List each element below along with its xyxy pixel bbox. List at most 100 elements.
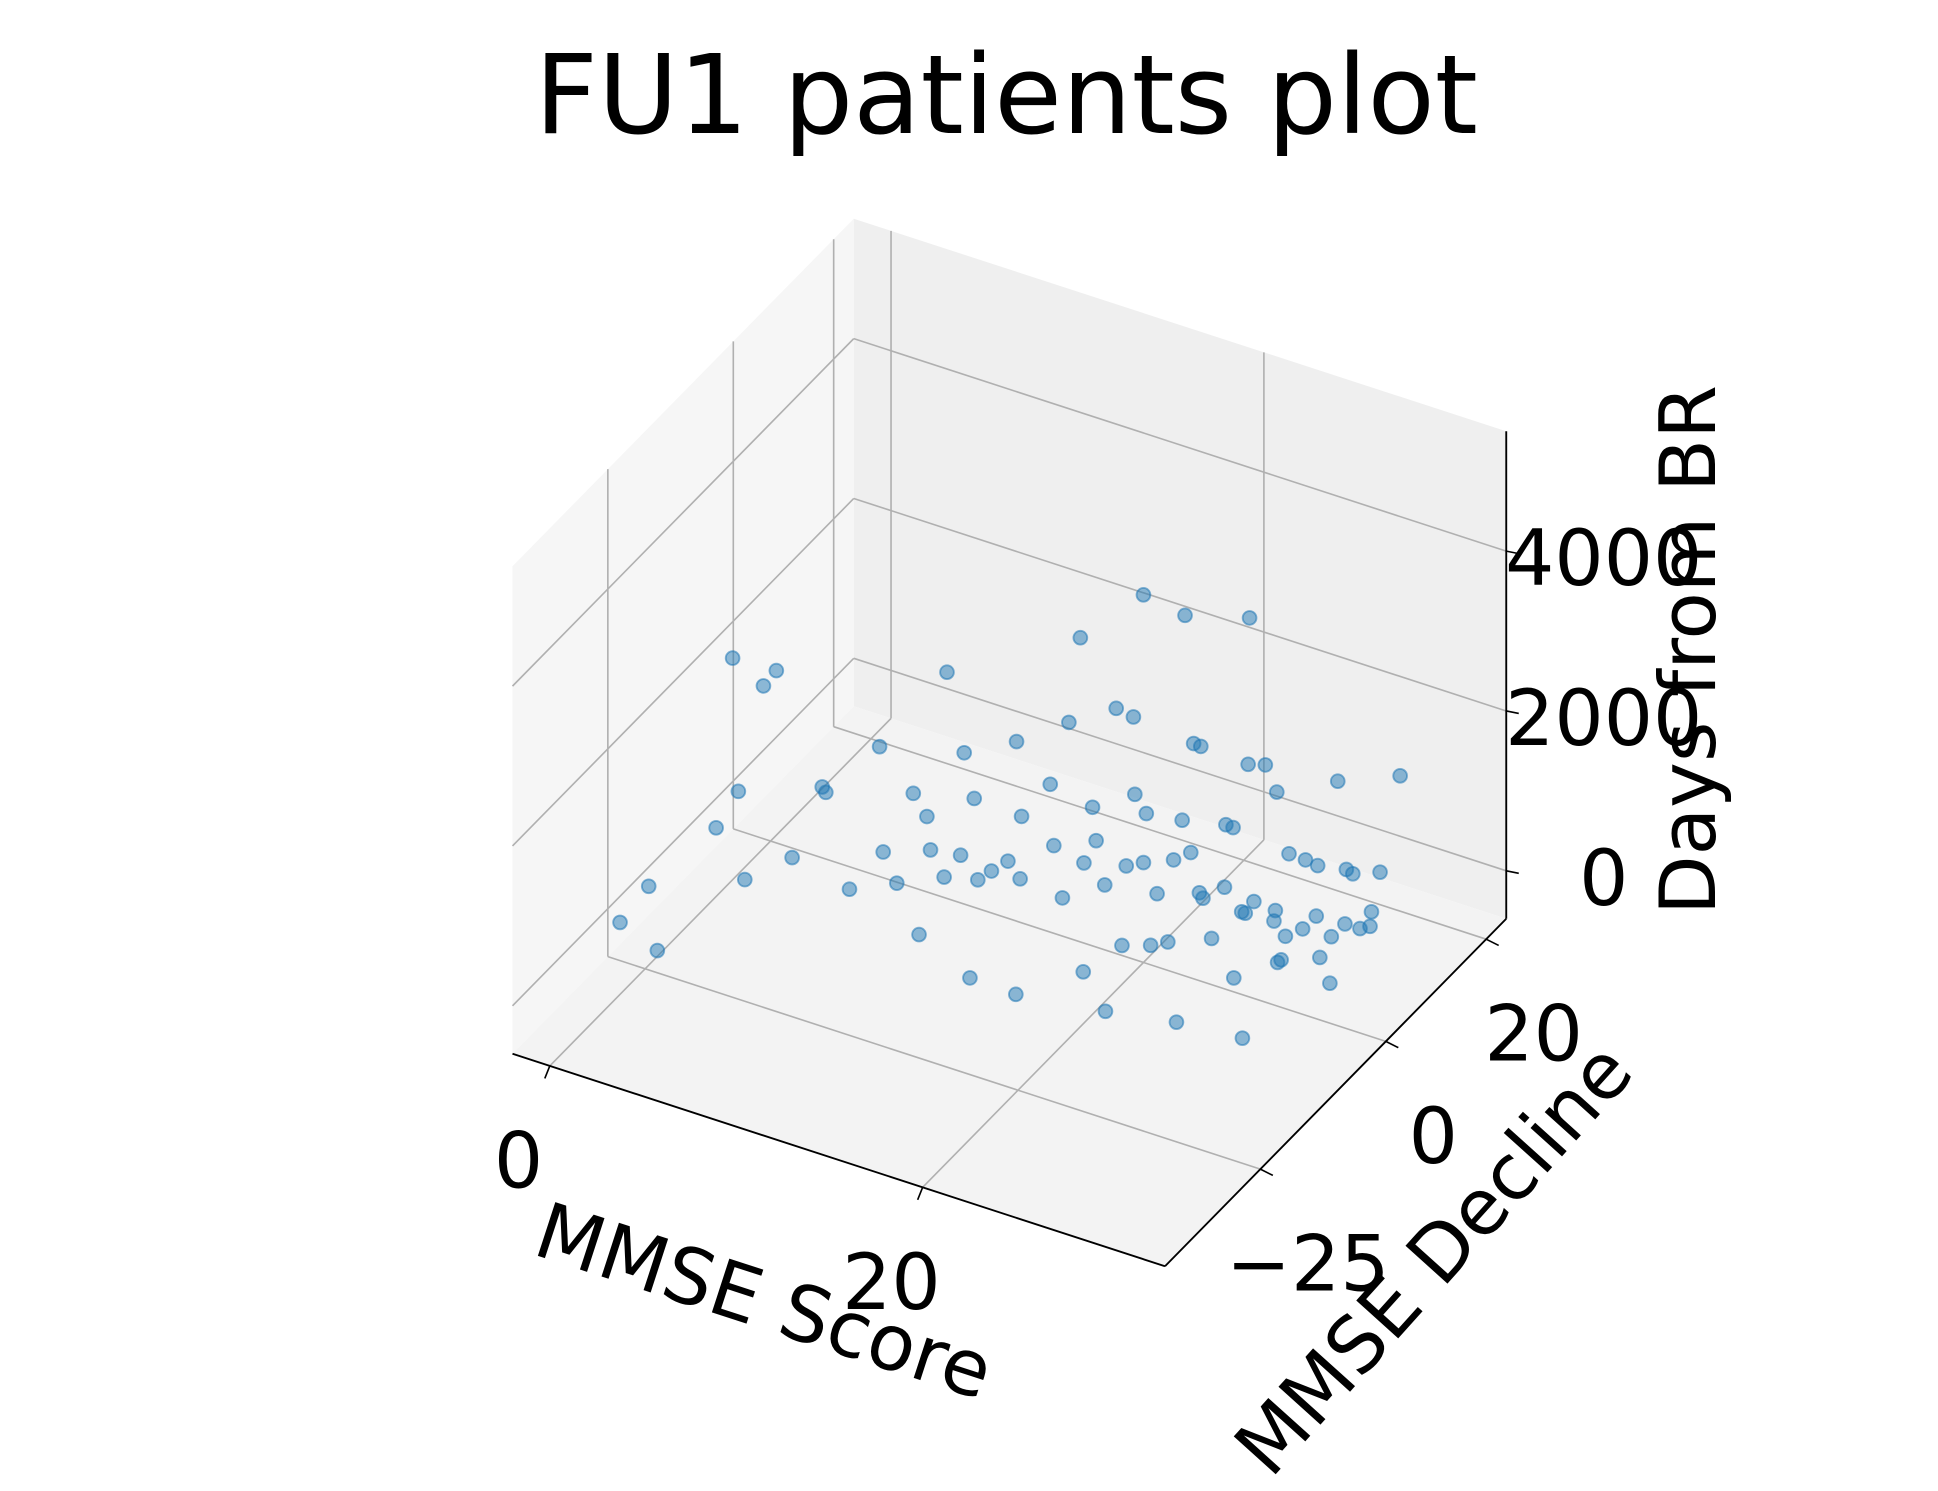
point	[966, 790, 983, 807]
point	[1372, 864, 1388, 880]
point	[1297, 852, 1314, 868]
chart-title: FU1 patients plot	[535, 31, 1478, 159]
point	[1308, 908, 1325, 924]
point	[1182, 844, 1199, 861]
point	[939, 664, 955, 681]
point	[649, 942, 666, 959]
point	[1322, 975, 1338, 992]
point	[1165, 852, 1182, 868]
axis-line	[512, 1052, 1166, 1268]
grid-line	[853, 337, 1507, 552]
point	[1241, 610, 1258, 626]
point	[1061, 714, 1077, 731]
point	[708, 820, 724, 836]
axis-line	[1164, 918, 1507, 1267]
point	[1149, 885, 1165, 902]
point	[1042, 776, 1059, 793]
point	[1127, 786, 1143, 803]
grid-line	[853, 497, 1507, 712]
point	[1046, 837, 1062, 854]
x-tick-label: 0	[494, 1116, 543, 1206]
point	[1054, 890, 1071, 906]
point	[875, 844, 891, 860]
point	[1160, 934, 1176, 950]
point	[1233, 903, 1250, 920]
point	[1362, 918, 1378, 935]
point	[1277, 928, 1294, 945]
tick-mark	[1506, 870, 1519, 875]
grid-line	[853, 657, 1507, 872]
point	[1012, 871, 1028, 887]
z-axis-label: Days from BR	[1644, 385, 1734, 915]
grid-line	[607, 955, 1261, 1170]
point	[936, 869, 952, 885]
point	[1329, 773, 1346, 790]
point	[1000, 853, 1016, 869]
grid-line	[511, 497, 855, 847]
point	[1216, 879, 1233, 896]
z-tick-label: 2000	[1505, 674, 1702, 764]
point	[1114, 937, 1130, 954]
tick-mark	[1259, 1168, 1274, 1177]
point	[1240, 756, 1256, 773]
point	[1218, 816, 1234, 833]
pane-left	[512, 218, 854, 1054]
point	[970, 872, 986, 888]
grid-line	[549, 717, 892, 1067]
point	[1267, 902, 1284, 919]
point	[612, 914, 628, 931]
x-tick-label: 20	[842, 1238, 941, 1328]
point	[1138, 805, 1155, 822]
point	[1177, 607, 1193, 624]
point	[1072, 629, 1089, 646]
point	[1269, 784, 1285, 800]
point	[730, 783, 747, 800]
point	[1013, 808, 1030, 825]
grid-line	[733, 828, 1387, 1043]
point	[1294, 921, 1311, 937]
point	[1096, 877, 1113, 893]
point	[1273, 952, 1289, 968]
point	[736, 871, 753, 888]
point	[755, 678, 772, 694]
point	[922, 842, 939, 858]
point	[1281, 845, 1297, 862]
point	[1345, 865, 1361, 882]
point	[952, 847, 969, 864]
points	[612, 587, 1408, 1046]
point	[1191, 884, 1208, 901]
point	[1225, 970, 1242, 986]
point	[1075, 964, 1092, 980]
point	[1168, 1014, 1185, 1030]
y-tick-label: −25	[1226, 1220, 1390, 1310]
point	[724, 650, 741, 666]
point	[962, 970, 978, 986]
z-tick-label: 0	[1579, 834, 1628, 924]
point	[1084, 799, 1101, 816]
point	[814, 779, 831, 795]
axes	[512, 431, 1519, 1268]
point	[841, 881, 858, 898]
point	[1309, 857, 1326, 874]
point	[911, 926, 927, 943]
point	[1363, 904, 1380, 920]
point	[1203, 930, 1220, 947]
tick-mark	[544, 1065, 551, 1079]
grid	[511, 230, 1507, 1188]
point	[1337, 916, 1353, 932]
point	[1125, 709, 1142, 725]
point	[1108, 700, 1125, 717]
point	[1008, 986, 1024, 1003]
grid-line	[511, 657, 855, 1007]
point	[1246, 893, 1262, 910]
point	[956, 744, 973, 761]
grid-line	[833, 725, 1487, 940]
point	[1135, 587, 1152, 603]
point	[1257, 757, 1274, 773]
point	[768, 662, 785, 679]
tick-mark	[1506, 710, 1519, 715]
point	[871, 738, 888, 755]
tick-mark	[1506, 550, 1519, 555]
